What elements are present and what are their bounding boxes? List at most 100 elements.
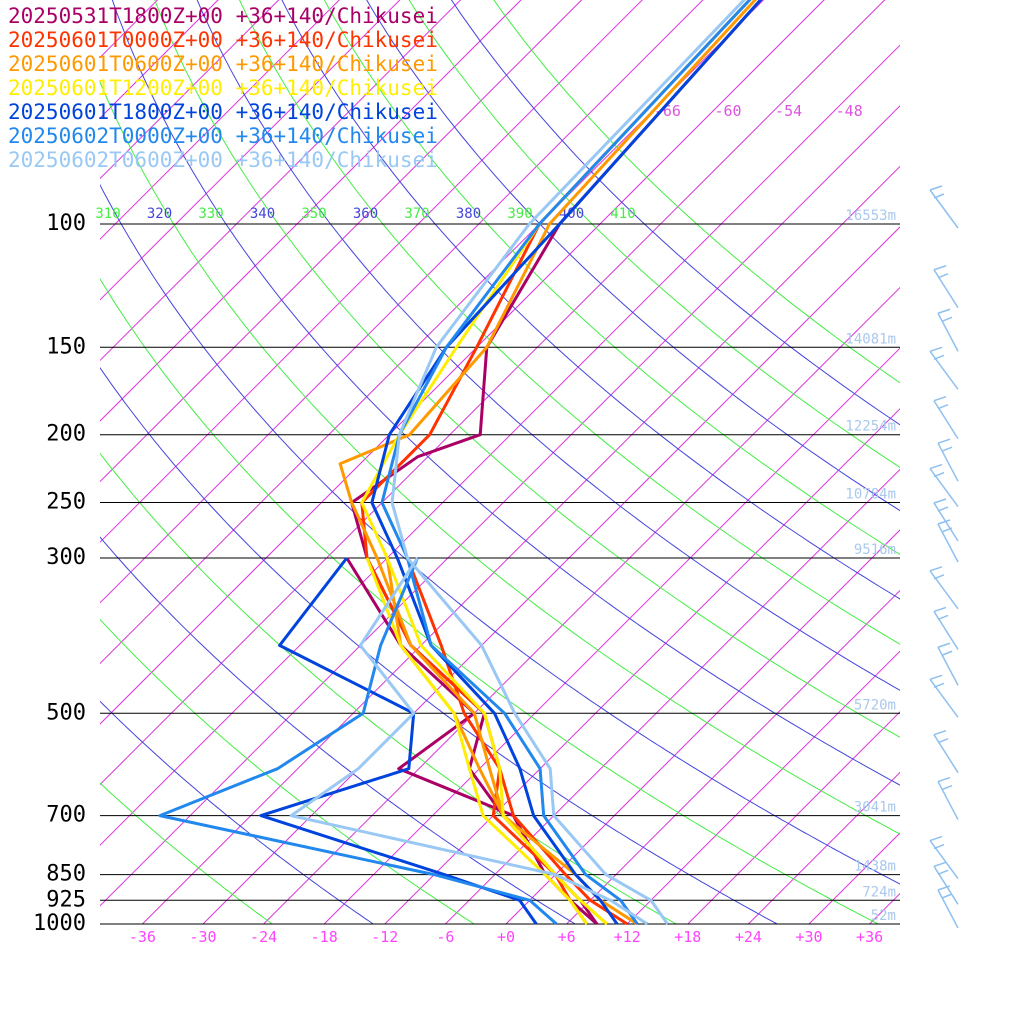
wind-barb-flag [941, 527, 953, 533]
wind-barb-flag [937, 885, 951, 891]
pressure-tick-label: 1000 [33, 911, 86, 936]
isotherm-line [263, 286, 900, 924]
pressure-tick-label: 300 [46, 545, 86, 570]
wind-barb-flag [933, 265, 947, 271]
wind-barb-staff [937, 646, 959, 686]
wind-barb [933, 396, 959, 440]
isotherm-line [100, 105, 900, 907]
pressure-tick-label: 150 [46, 334, 86, 359]
wind-barb-flag [941, 316, 953, 322]
height-label: 52m [871, 908, 896, 924]
wind-barb-flag [933, 498, 947, 504]
isotherm-line [808, 832, 900, 924]
dry-adiabat-line [238, 0, 900, 645]
dewpoint-profile-line [289, 557, 649, 925]
wind-barb-flag [937, 273, 949, 279]
wind-barb-flag [929, 674, 943, 680]
wind-barb [937, 885, 959, 929]
isotherm-line [100, 0, 643, 543]
legend-entry: 20250601T0600Z+00 +36+140/Chikusei [8, 52, 438, 76]
temperature-tick-label: +12 [614, 928, 641, 946]
theta-label: 330 [198, 206, 223, 222]
temperature-tick-label: +18 [674, 928, 701, 946]
wind-barb-flag [937, 738, 949, 744]
isotherm-label: -54 [775, 102, 802, 120]
isotherm-label: -48 [836, 102, 863, 120]
wind-barb-flag [929, 835, 943, 842]
pressure-tick-label: 850 [46, 862, 86, 887]
wind-barb-flag [937, 642, 951, 648]
wind-barb-staff [937, 442, 959, 482]
wind-barb-flag [937, 308, 951, 314]
pressure-tick-label: 100 [46, 211, 86, 236]
theta-label: 340 [250, 206, 275, 222]
height-label: 3041m [854, 800, 896, 816]
dry-adiabat-line [100, 80, 900, 835]
isotherm-line [142, 165, 900, 924]
wind-barb [929, 674, 959, 718]
wind-barb-flag [941, 446, 953, 452]
wind-barb-staff [933, 865, 959, 905]
wind-barb-flag [933, 396, 947, 402]
legend-entry: 20250601T0000Z+00 +36+140/Chikusei [8, 28, 438, 52]
pressure-tick-label: 250 [46, 490, 86, 515]
wind-barb [929, 463, 959, 508]
pressure-tick-label: 500 [46, 700, 86, 725]
isotherm-line [100, 0, 462, 362]
isotherm-line [100, 0, 886, 786]
height-label: 16553m [845, 208, 896, 224]
isotherm-label: -60 [714, 102, 741, 120]
theta-label: 380 [456, 206, 481, 222]
wind-barb-flag [941, 650, 953, 656]
isotherm-line [869, 892, 900, 924]
theta-label: 360 [353, 206, 378, 222]
wind-barb-flag [937, 869, 949, 875]
wind-barb-staff [929, 678, 959, 718]
isotherm-line [687, 711, 900, 924]
wind-barb [929, 566, 959, 610]
dry-adiabat-line [450, 0, 900, 426]
wind-barb-staff [929, 468, 959, 508]
isotherm-label: -66 [654, 102, 681, 120]
legend-entry: 20250531T1800Z+00 +36+140/Chikusei [8, 4, 438, 28]
dry-adiabat-line [100, 700, 375, 924]
temperature-profile-line [390, 0, 747, 925]
wind-barb [933, 498, 959, 542]
wind-barb [937, 308, 959, 352]
wind-barb-flag [929, 185, 943, 191]
legend-entry: 20250601T1200Z+00 +36+140/Chikusei [8, 76, 438, 100]
wind-barb-flag [929, 463, 943, 470]
isotherm-line [748, 771, 900, 924]
wind-barb [933, 265, 959, 309]
temperature-tick-label: -12 [371, 928, 398, 946]
dry-adiabat-line [100, 183, 900, 885]
height-label: 9516m [854, 542, 896, 558]
dewpoint-profile-line [158, 557, 558, 925]
temperature-tick-label: -24 [250, 928, 277, 946]
dry-adiabat-line [196, 0, 900, 691]
wind-barb [937, 642, 959, 686]
wind-barb-flag [933, 606, 947, 613]
dry-adiabat-line [408, 0, 900, 468]
temperature-tick-label: +24 [735, 928, 762, 946]
dry-adiabat-line [100, 452, 678, 924]
wind-barb-flag [933, 193, 945, 199]
legend-entry: 20250602T0000Z+00 +36+140/Chikusei [8, 124, 438, 148]
temperature-tick-label: +36 [856, 928, 883, 946]
dry-adiabat-line [100, 278, 880, 924]
dry-adiabat-line [100, 782, 274, 924]
wind-barb-staff [929, 350, 959, 390]
wind-barb [929, 346, 959, 390]
dry-adiabat-line [323, 0, 900, 556]
wind-barb-flag [937, 506, 949, 512]
isotherm-line [930, 0, 1024, 924]
wind-barb-flag [933, 729, 947, 736]
wind-barb-staff [929, 189, 959, 229]
isotherm-line [991, 0, 1024, 924]
dry-adiabat-line [493, 0, 900, 384]
theta-label: 370 [404, 206, 429, 222]
isotherm-line [445, 468, 900, 924]
pressure-tick-label: 200 [46, 422, 86, 447]
sounding-layer [158, 0, 763, 925]
